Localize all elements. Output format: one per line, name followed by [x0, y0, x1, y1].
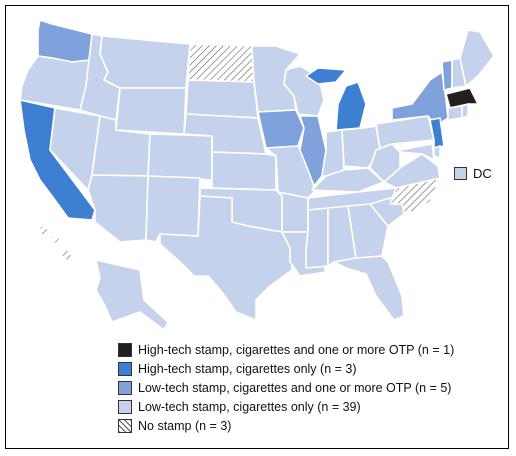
legend-label: High-tech stamp, cigarettes only (n = 3) [138, 362, 357, 376]
state-de [433, 145, 441, 159]
state-ny [391, 71, 449, 127]
state-tx [159, 195, 293, 321]
legend-item-no-stamp: No stamp (n = 3) [118, 417, 454, 435]
legend-swatch [118, 381, 132, 395]
state-ma [445, 87, 479, 109]
state-wa [37, 19, 93, 63]
state-az [87, 174, 149, 243]
state-il [299, 115, 327, 187]
state-ct [447, 105, 463, 121]
state-sd [185, 79, 259, 119]
state-ks [211, 151, 277, 191]
legend-label: No stamp (n = 3) [138, 419, 232, 433]
dc-label: DC [473, 166, 492, 181]
state-ia [257, 109, 305, 149]
state-ak [95, 259, 169, 331]
state-in [321, 129, 345, 177]
state-hi [39, 225, 73, 263]
state-me [459, 29, 495, 87]
legend-label: Low-tech stamp, cigarettes and one or mo… [138, 381, 452, 395]
state-fl [333, 255, 405, 321]
legend-item-low-tech-multi: Low-tech stamp, cigarettes and one or mo… [118, 379, 454, 397]
state-nm [145, 175, 201, 243]
state-mt [99, 35, 191, 89]
legend-item-low-tech-cig: Low-tech stamp, cigarettes only (n = 39) [118, 398, 454, 416]
state-md [399, 143, 435, 161]
legend-swatch [118, 419, 132, 433]
state-vt [441, 59, 453, 91]
dc-swatch [454, 167, 467, 180]
legend-label: Low-tech stamp, cigarettes only (n = 39) [138, 400, 361, 414]
state-co [147, 133, 213, 181]
legend: High-tech stamp, cigarettes and one or m… [118, 341, 454, 436]
state-ms [305, 207, 329, 269]
dc-key: DC [454, 166, 492, 181]
legend-swatch [118, 362, 132, 376]
state-ar [277, 191, 309, 233]
state-pa [375, 115, 435, 149]
state-nd [187, 43, 255, 83]
legend-item-high-tech-multi: High-tech stamp, cigarettes and one or m… [118, 341, 454, 359]
legend-swatch [118, 400, 132, 414]
legend-label: High-tech stamp, cigarettes and one or m… [138, 343, 455, 357]
legend-item-high-tech-cig: High-tech stamp, cigarettes only (n = 3) [118, 360, 454, 378]
state-ga [347, 203, 389, 259]
legend-swatch [118, 343, 132, 357]
state-wy [115, 87, 187, 135]
state-ri [461, 103, 469, 119]
